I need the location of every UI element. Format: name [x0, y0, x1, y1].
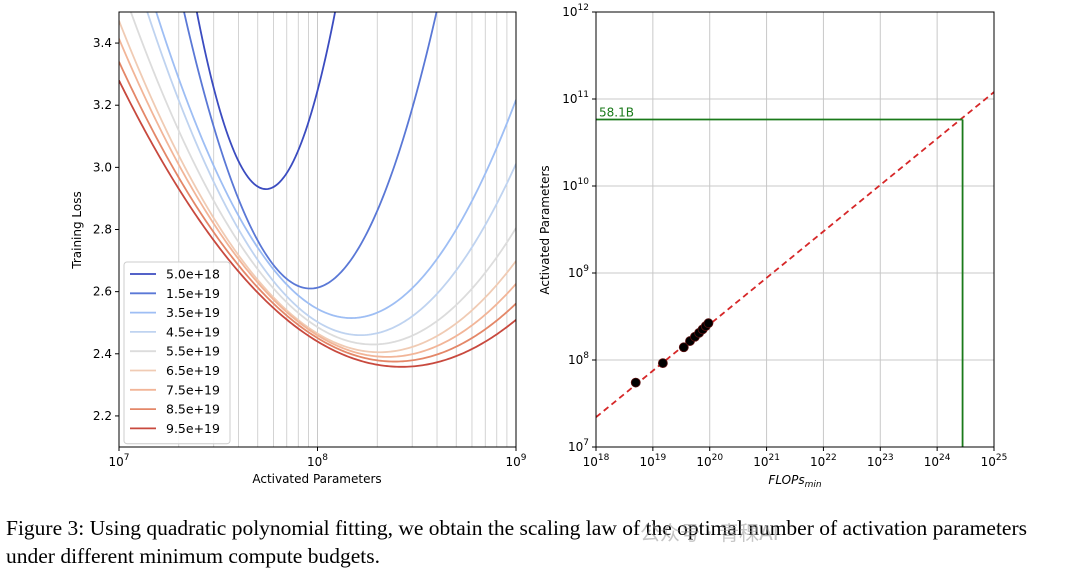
right-ytick-label: 107 — [568, 438, 589, 454]
loss-curve-4.5e+19 — [146, 12, 516, 337]
left-ytick-label: 2.8 — [93, 223, 112, 237]
loss-curve-8.5e+19 — [119, 61, 516, 363]
watermark: 公众号 · 青稞AI — [640, 521, 779, 545]
left-ticks: 107 108 109 2.2 2.4 2.6 2.8 3.0 3.2 3.4 — [93, 36, 527, 469]
legend-label: 4.5e+19 — [166, 324, 220, 339]
data-point — [630, 377, 641, 388]
right-xtick-label: 1021 — [753, 453, 780, 469]
right-ytick-label: 108 — [568, 351, 589, 367]
loss-curve-6.5e+19 — [119, 20, 516, 354]
right-xtick-label: 1024 — [924, 453, 951, 469]
left-ytick-label: 3.0 — [93, 160, 112, 174]
left-ytick-label: 2.4 — [93, 347, 112, 361]
left-xlabel: Activated Parameters — [252, 472, 381, 486]
right-ticks: 1018 1019 1020 1021 1022 1023 1024 1025 107 108 10… — [562, 3, 1007, 469]
loss-curve-1.5e+19 — [183, 12, 438, 290]
right-ytick-label: 1012 — [562, 3, 589, 19]
legend-label: 9.5e+19 — [166, 421, 220, 436]
right-xlabel-sub: min — [805, 480, 822, 490]
right-xtick-label: 1022 — [810, 453, 837, 469]
loss-curve-9.5e+19 — [119, 80, 516, 368]
data-point — [657, 358, 668, 369]
left-ytick-label: 2.2 — [93, 409, 112, 423]
left-curves — [119, 12, 516, 368]
left-ytick-label: 3.4 — [93, 36, 112, 50]
legend: 5.0e+18 1.5e+19 3.5e+19 4.5e+19 5.5e+19 6.5e+… — [123, 261, 231, 445]
right-axes-frame — [595, 11, 995, 448]
legend-label: 5.5e+19 — [166, 344, 220, 359]
legend-label: 3.5e+19 — [166, 305, 220, 320]
legend-label: 7.5e+19 — [166, 382, 220, 397]
right-xtick-label: 1023 — [867, 453, 894, 469]
loss-curve-5.0e+18 — [195, 12, 337, 191]
right-xlabel-main: FLOPs — [768, 473, 804, 487]
right-ytick-label: 109 — [568, 264, 589, 280]
legend-label: 5.0e+18 — [166, 267, 220, 282]
data-point — [678, 342, 689, 353]
right-xtick-label: 1019 — [639, 453, 666, 469]
fit-line — [596, 91, 994, 418]
loss-curve-3.5e+19 — [155, 12, 516, 319]
right-xtick-label: 1018 — [583, 453, 610, 469]
right-content: 58.1B — [596, 91, 994, 447]
loss-curve-5.5e+19 — [129, 12, 516, 346]
legend-label: 1.5e+19 — [166, 286, 220, 301]
left-ytick-label: 2.6 — [93, 285, 112, 299]
figure-caption: Figure 3: Using quadratic polynomial fit… — [6, 516, 1027, 568]
left-ylabel: Training Loss — [70, 191, 84, 269]
legend-label: 6.5e+19 — [166, 363, 220, 378]
left-xtick-label: 108 — [307, 453, 328, 469]
right-xtick-label: 1025 — [981, 453, 1008, 469]
legend-label: 8.5e+19 — [166, 402, 220, 417]
left-grid — [118, 12, 517, 447]
optimal-value-label: 58.1B — [599, 106, 634, 120]
right-ytick-label: 1011 — [562, 90, 589, 106]
right-xtick-label: 1020 — [696, 453, 723, 469]
right-ytick-label: 1010 — [562, 177, 589, 193]
left-ytick-label: 3.2 — [93, 98, 112, 112]
data-point — [703, 318, 714, 329]
right-ylabel: Activated Parameters — [538, 165, 552, 294]
left-chart: 107 108 109 2.2 2.4 2.6 2.8 3.0 3.2 3.4 Activated… — [70, 11, 527, 486]
figure-canvas: 107 108 109 2.2 2.4 2.6 2.8 3.0 3.2 3.4 Activated… — [70, 3, 1007, 490]
left-xtick-label: 107 — [108, 453, 129, 469]
left-xtick-label: 109 — [505, 453, 526, 469]
right-xlabel: FLOPsmin — [768, 473, 821, 490]
loss-curve-7.5e+19 — [119, 38, 516, 358]
right-chart: 58.1B 1018 1019 1020 1021 1022 1023 1024 102510… — [538, 3, 1007, 490]
right-grid — [595, 11, 995, 448]
legend-box — [123, 261, 231, 445]
